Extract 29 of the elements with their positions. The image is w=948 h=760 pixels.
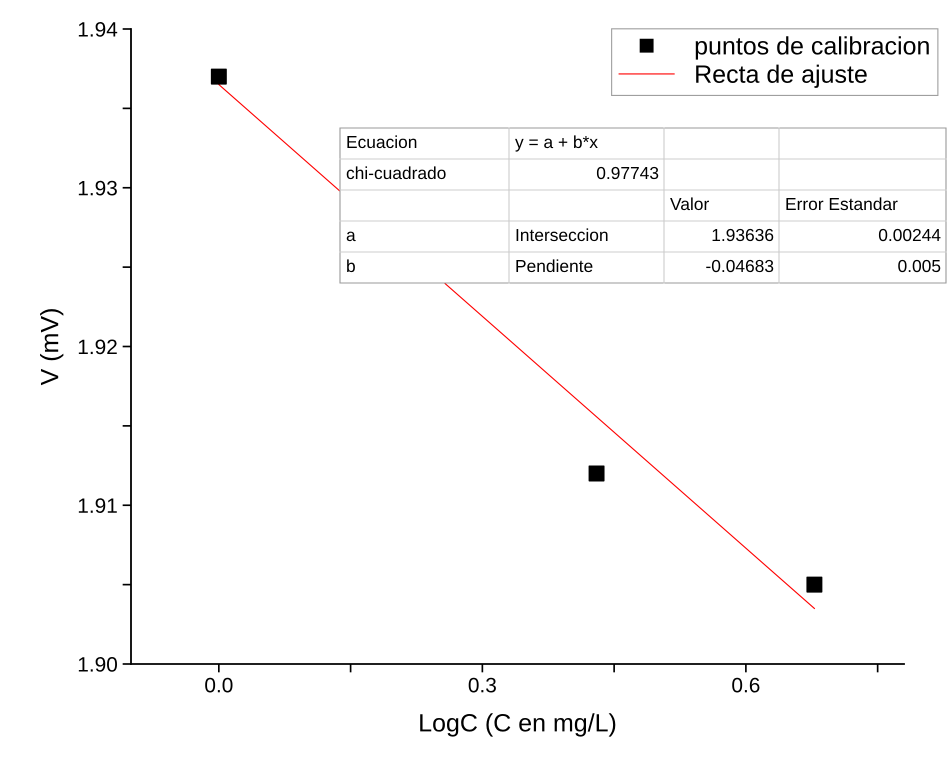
point	[806, 576, 822, 593]
annotation: a	[346, 232, 356, 242]
annotation: 0.00244	[878, 228, 940, 242]
annotation: 0.005	[898, 260, 940, 272]
y-tick-label: 1.93	[78, 180, 117, 196]
annotation: 0.97743	[596, 166, 658, 180]
annotation: Valor	[670, 197, 709, 210]
point	[210, 68, 227, 85]
annotation: 1.93636	[712, 228, 774, 242]
y-tick-label: 1.90	[78, 657, 117, 672]
annotation: Ecuacion	[347, 135, 416, 148]
x-tick-label: 0.3	[468, 678, 496, 692]
annotation: y = a + b*x	[515, 135, 598, 152]
annotation: chi-cuadrado	[346, 166, 446, 180]
annotation: Error Estandar	[786, 197, 898, 210]
legend-label: puntos de calibracion	[696, 36, 929, 60]
point	[588, 466, 605, 482]
y-tick-label: 1.94	[78, 22, 118, 37]
annotation: Pendiente	[516, 259, 592, 272]
annotation: -0.04683	[706, 260, 774, 272]
y-tick-label: 1.92	[78, 340, 117, 354]
x-axis-title: LogC (C en mg/L)	[420, 713, 616, 737]
annotation: b	[347, 259, 355, 272]
annotation: Interseccion	[516, 228, 608, 242]
y-axis-title: V (mV)	[40, 309, 64, 386]
legend-label: Recta de ajuste	[696, 64, 867, 88]
x-tick-label: 0.0	[205, 678, 233, 692]
x-tick-label: 0.6	[732, 678, 760, 692]
y-tick-label: 1.91	[78, 498, 117, 514]
